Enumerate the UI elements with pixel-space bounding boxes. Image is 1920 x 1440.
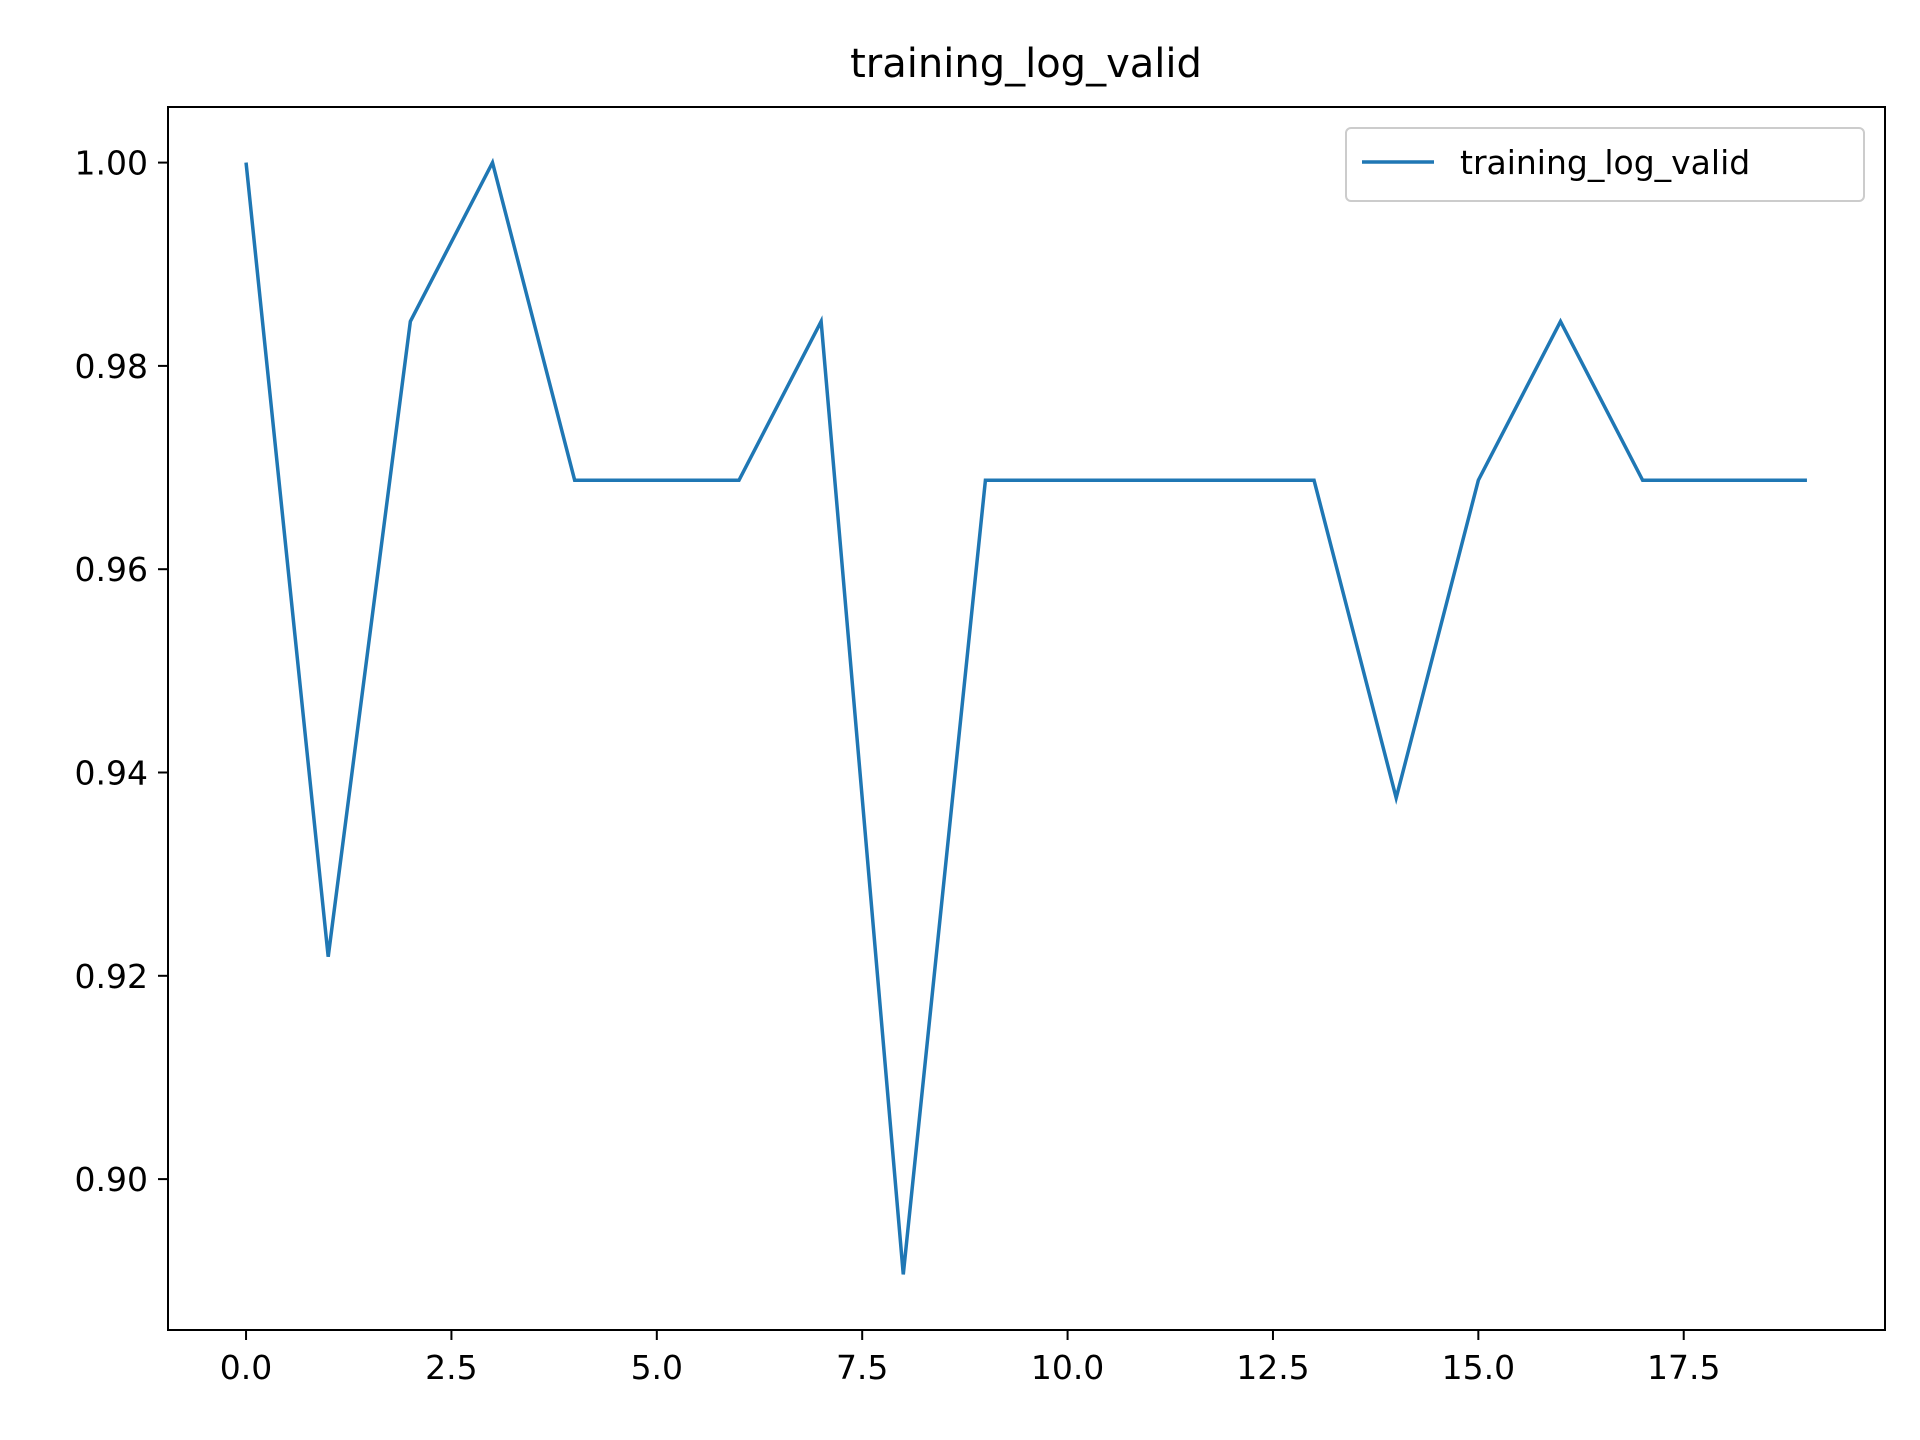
x-tick-label: 0.0 bbox=[220, 1348, 272, 1387]
x-tick-label: 2.5 bbox=[425, 1348, 477, 1387]
y-tick-label: 0.92 bbox=[75, 957, 148, 996]
chart-title: training_log_valid bbox=[850, 41, 1202, 87]
series-line bbox=[244, 157, 1807, 1275]
x-tick-label: 10.0 bbox=[1031, 1348, 1104, 1387]
plot-frame bbox=[167, 106, 1886, 1331]
legend-box bbox=[1345, 127, 1865, 202]
y-tick-label: 0.96 bbox=[75, 550, 148, 589]
x-tick-label: 15.0 bbox=[1442, 1348, 1515, 1387]
legend-label: training_log_valid bbox=[1460, 143, 1750, 182]
x-tick-label: 5.0 bbox=[631, 1348, 683, 1387]
y-axis: 0.90 0.92 0.94 0.96 0.98 1.00 bbox=[75, 144, 168, 1199]
y-tick-label: 0.94 bbox=[75, 754, 148, 793]
y-tick-label: 1.00 bbox=[75, 144, 148, 183]
legend: training_log_valid bbox=[1345, 127, 1865, 202]
x-tick-label: 12.5 bbox=[1236, 1348, 1309, 1387]
y-tick-label: 0.98 bbox=[75, 347, 148, 386]
x-tick-label: 17.5 bbox=[1647, 1348, 1720, 1387]
y-tick-label: 0.90 bbox=[75, 1160, 148, 1199]
x-axis: 0.0 2.5 5.0 7.5 10.0 12.5 15.0 17.5 bbox=[220, 1330, 1720, 1387]
plot-series bbox=[244, 157, 1808, 1275]
x-tick-label: 7.5 bbox=[836, 1348, 888, 1387]
